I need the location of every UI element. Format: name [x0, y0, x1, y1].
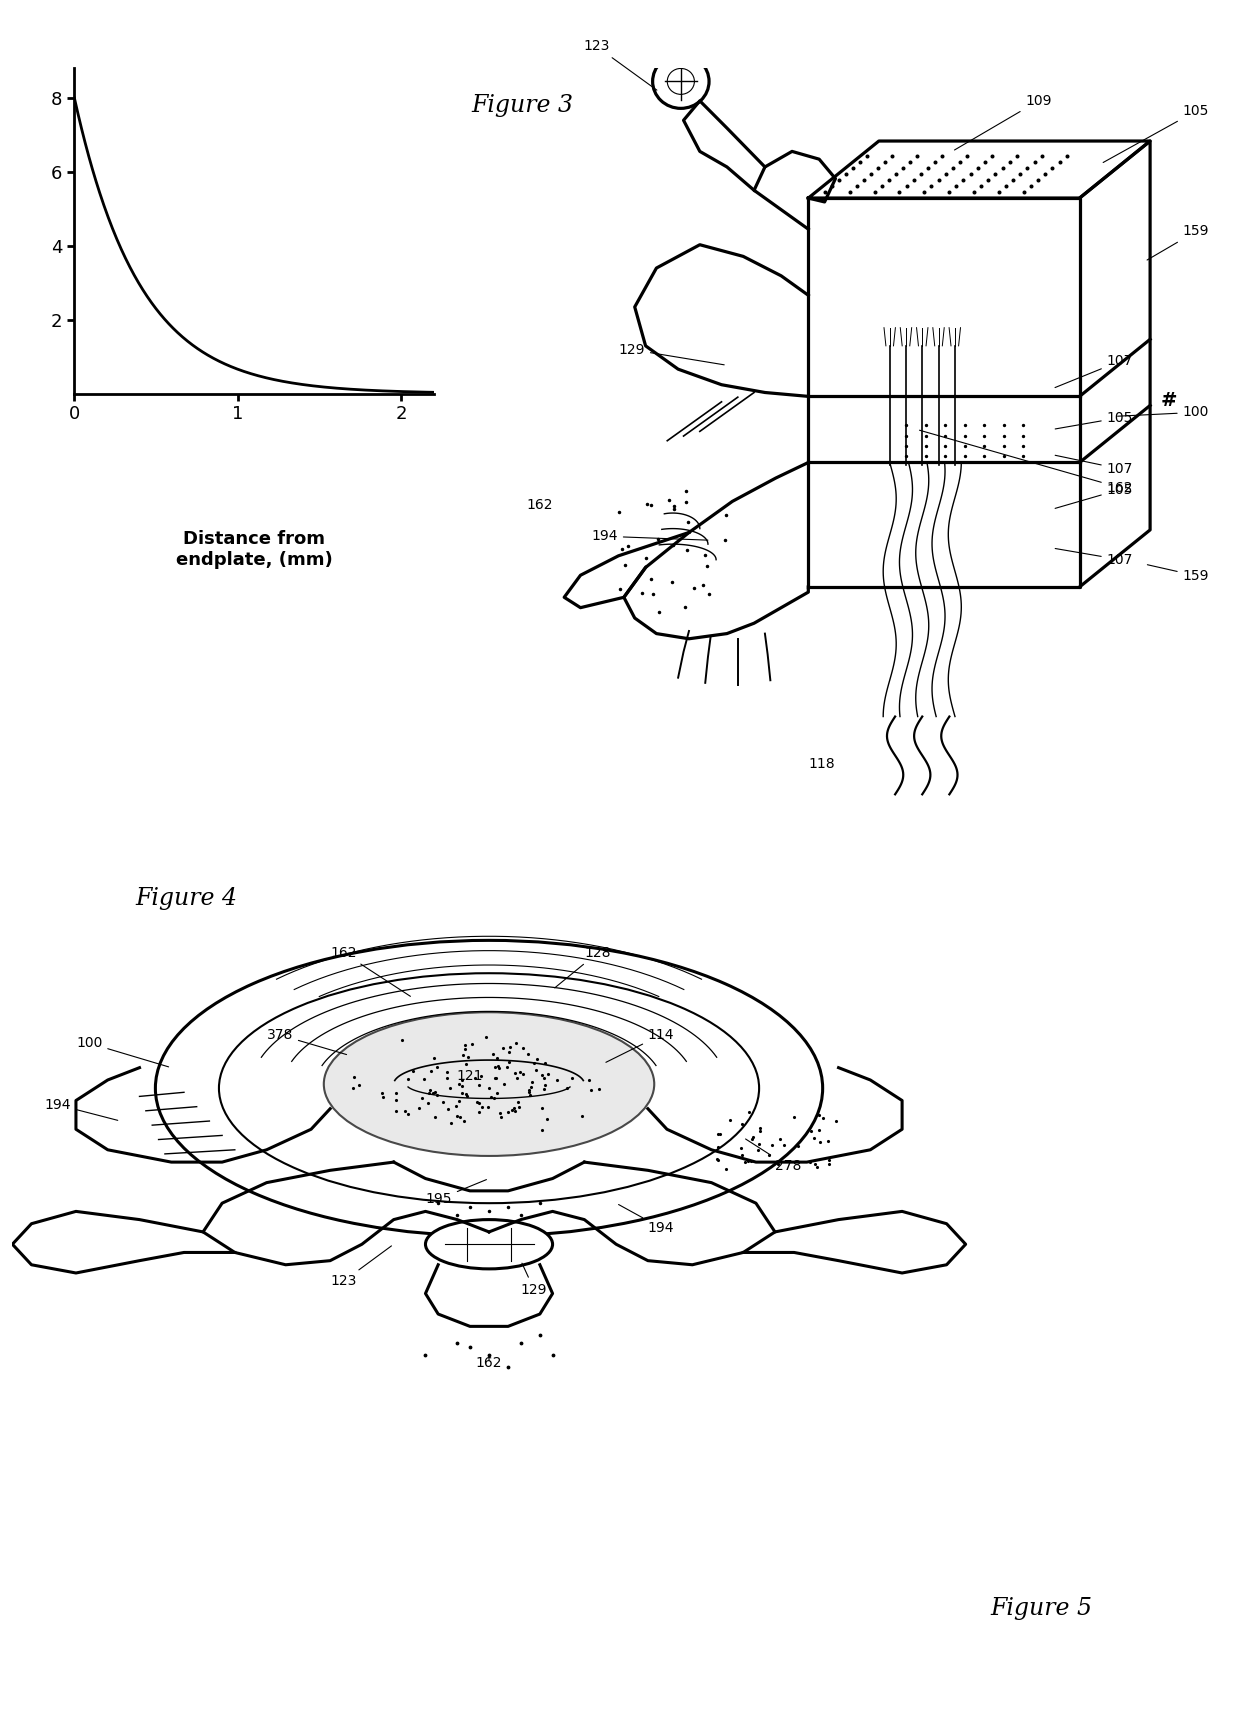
Text: 194: 194: [591, 529, 708, 544]
Text: 118: 118: [808, 758, 835, 772]
Text: #: #: [1161, 392, 1178, 411]
Ellipse shape: [324, 1013, 655, 1157]
Text: 123: 123: [583, 39, 657, 91]
Text: 194: 194: [45, 1098, 118, 1121]
Text: 128: 128: [554, 946, 611, 987]
Text: 278: 278: [745, 1140, 801, 1174]
Text: 162: 162: [526, 498, 553, 512]
Text: 107: 107: [1055, 549, 1133, 566]
Text: 162: 162: [920, 429, 1133, 494]
Text: 109: 109: [955, 94, 1052, 151]
Text: 100: 100: [76, 1037, 169, 1068]
Circle shape: [652, 55, 709, 108]
Text: 159: 159: [1147, 565, 1209, 583]
Text: 105: 105: [1104, 104, 1209, 163]
Text: 121: 121: [456, 1069, 484, 1083]
Text: Figure 4: Figure 4: [135, 886, 237, 910]
Text: Distance from
endplate, (mm): Distance from endplate, (mm): [176, 530, 332, 568]
Text: 159: 159: [1147, 224, 1209, 260]
Text: 195: 195: [425, 1179, 486, 1206]
Text: 123: 123: [330, 1246, 392, 1288]
Text: 129: 129: [619, 342, 724, 364]
Text: 107: 107: [1055, 455, 1133, 476]
Text: 378: 378: [267, 1028, 346, 1054]
Text: 105: 105: [1055, 483, 1133, 508]
Text: 100: 100: [1117, 406, 1209, 419]
Text: Figure 5: Figure 5: [991, 1596, 1092, 1620]
Ellipse shape: [425, 1220, 553, 1270]
Text: 194: 194: [619, 1205, 675, 1235]
Text: 107: 107: [1055, 354, 1133, 388]
Text: Figure 3: Figure 3: [471, 94, 573, 116]
Text: 114: 114: [606, 1028, 675, 1063]
Text: 162: 162: [330, 946, 410, 996]
Text: 129: 129: [521, 1263, 547, 1297]
Text: 105: 105: [1055, 411, 1133, 429]
Text: 162: 162: [476, 1357, 502, 1371]
